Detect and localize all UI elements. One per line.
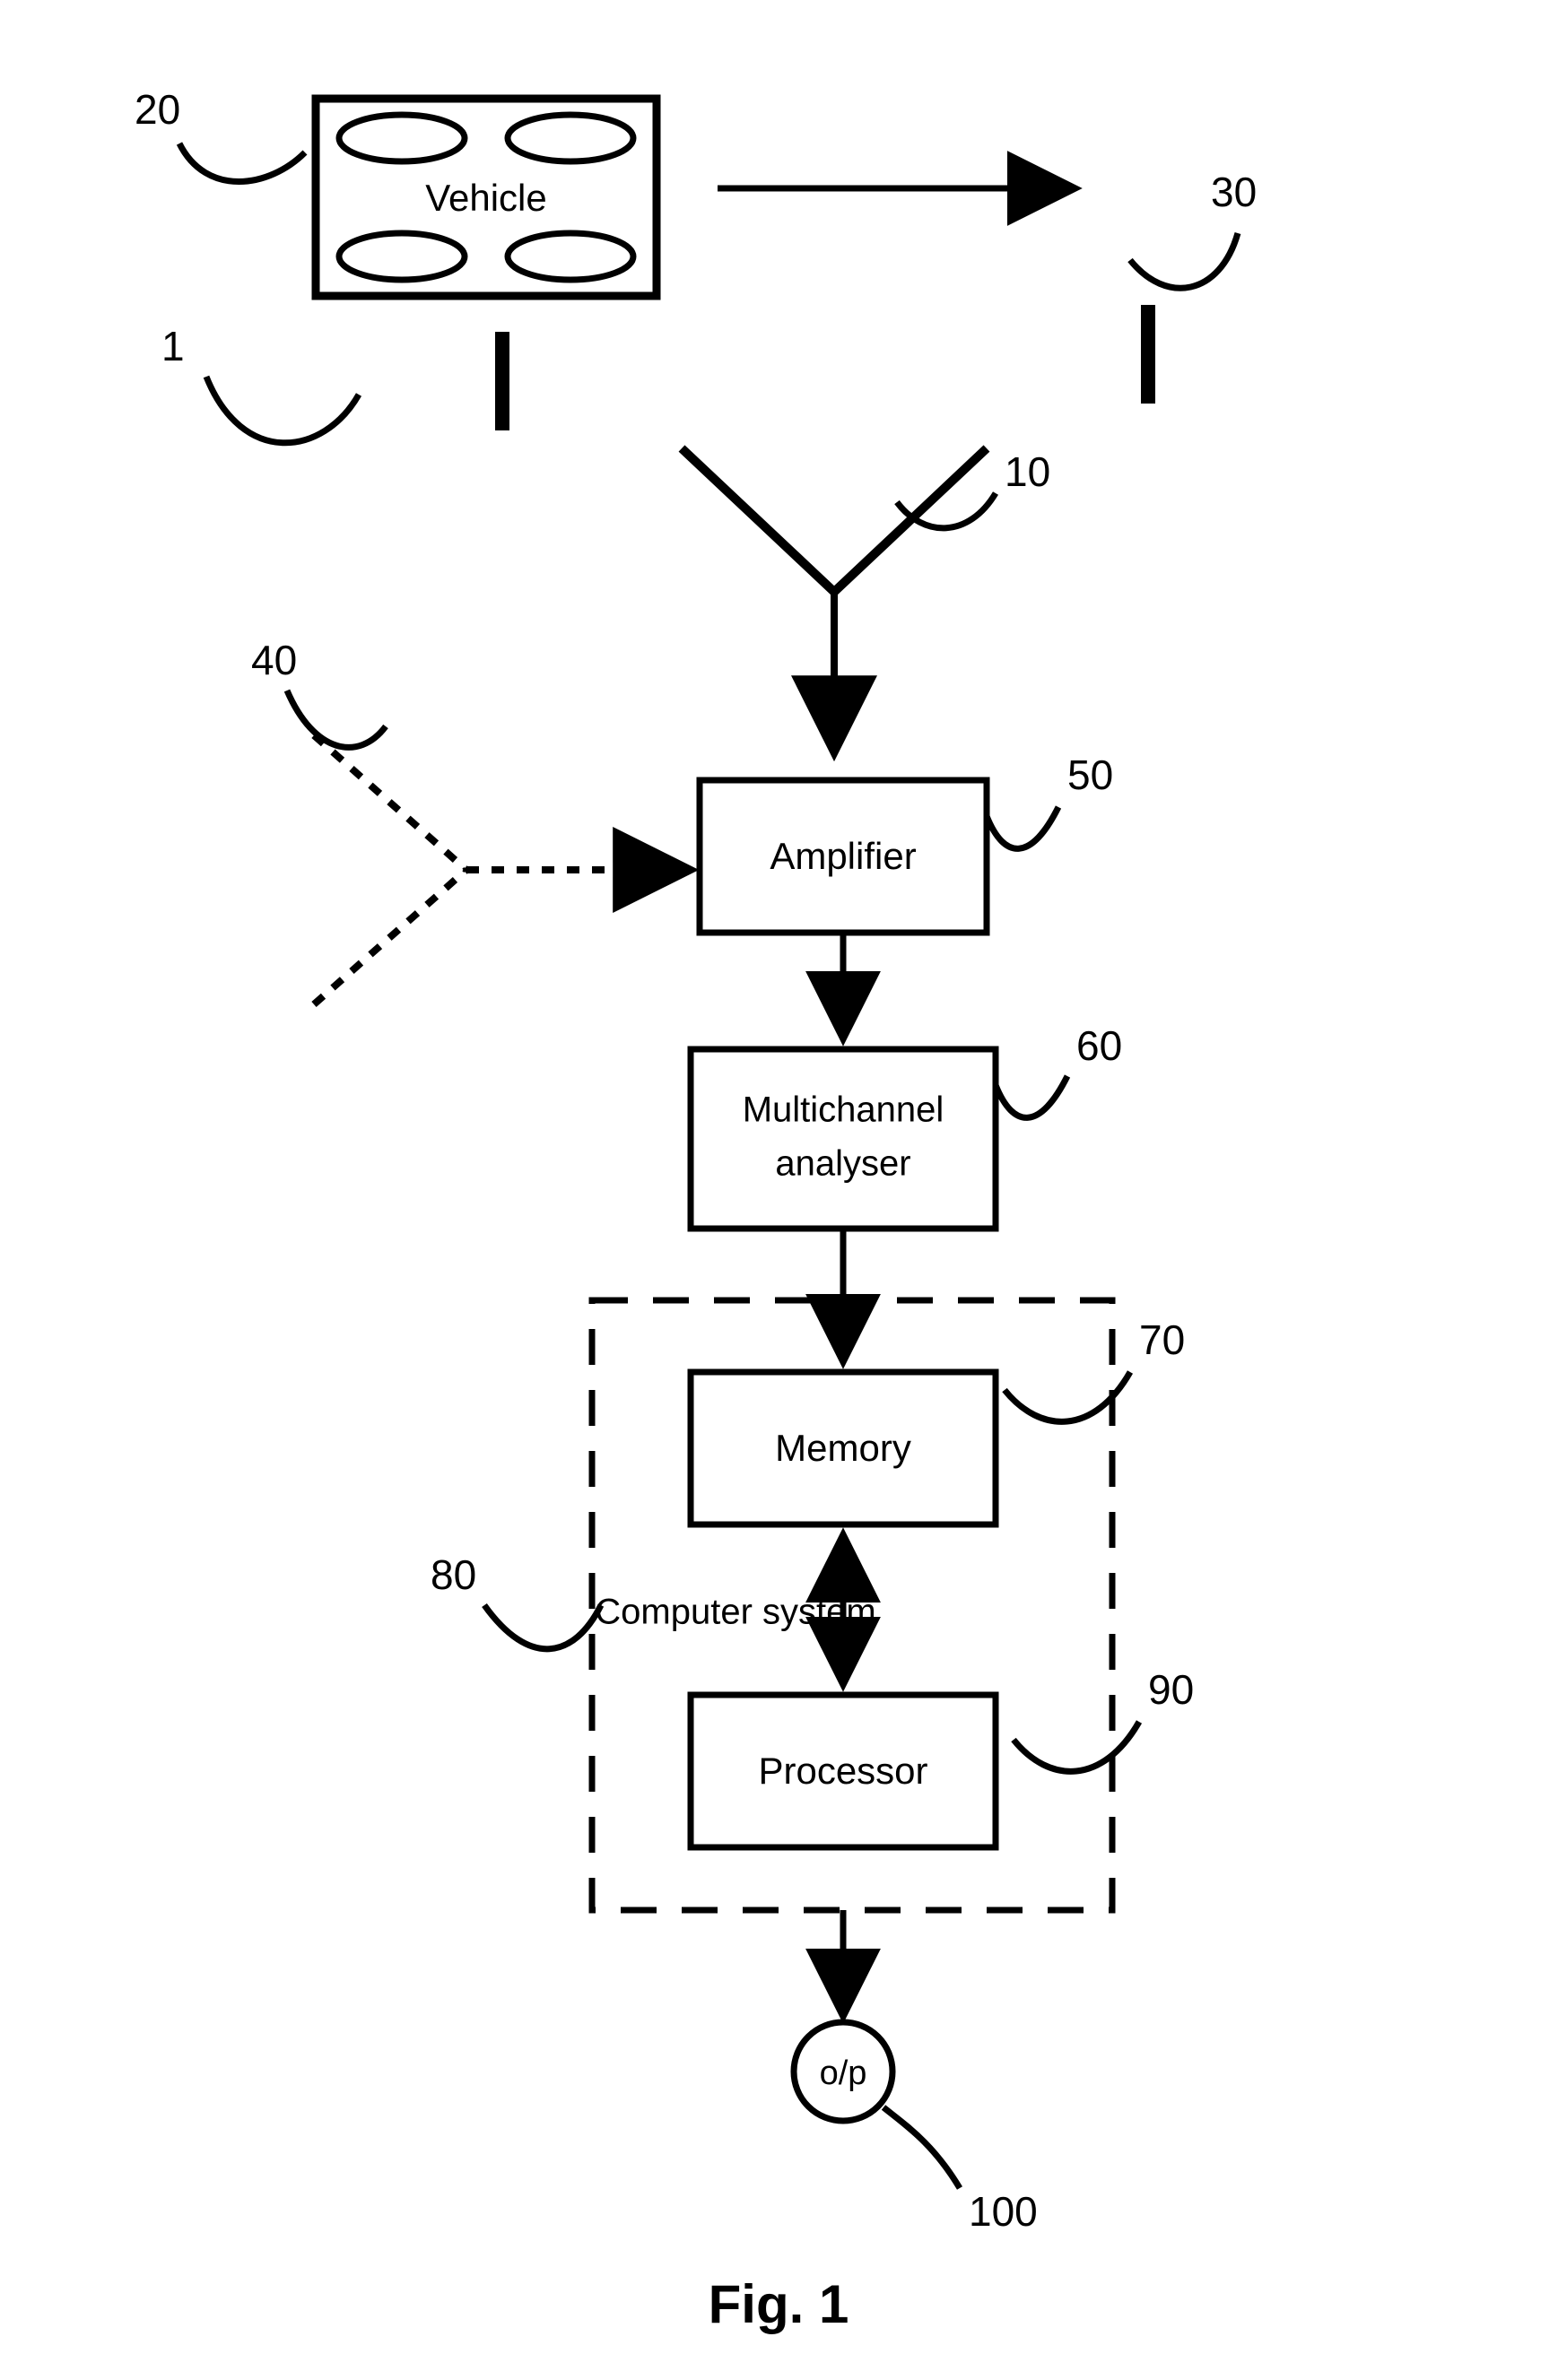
svg-text:50: 50 bbox=[1067, 751, 1113, 798]
output-node: o/p bbox=[794, 2022, 892, 2121]
output-label: o/p bbox=[820, 2054, 867, 2092]
svg-text:80: 80 bbox=[431, 1551, 476, 1598]
svg-text:40: 40 bbox=[251, 637, 297, 683]
amplifier-label: Amplifier bbox=[770, 835, 916, 877]
ref-40: 40 bbox=[251, 637, 386, 747]
ref-30: 30 bbox=[1130, 169, 1257, 288]
svg-text:10: 10 bbox=[1005, 448, 1050, 495]
antenna-1 bbox=[682, 448, 987, 744]
computer-system-label: Computer system bbox=[595, 1593, 875, 1632]
svg-text:1: 1 bbox=[161, 323, 185, 369]
figure-caption: Fig. 1 bbox=[709, 2274, 849, 2334]
svg-text:60: 60 bbox=[1076, 1022, 1122, 1069]
ref-1: 1 bbox=[161, 323, 359, 443]
ref-80: 80 bbox=[431, 1551, 601, 1649]
analyser-label-1: Multichannel bbox=[743, 1090, 944, 1130]
antenna-2 bbox=[314, 735, 682, 1004]
svg-text:30: 30 bbox=[1211, 169, 1257, 215]
processor-label: Processor bbox=[758, 1750, 927, 1792]
amplifier-node: Amplifier bbox=[700, 780, 987, 933]
memory-label: Memory bbox=[775, 1427, 911, 1469]
ref-100: 100 bbox=[883, 2107, 1038, 2235]
vehicle-label: Vehicle bbox=[425, 177, 546, 219]
memory-node: Memory bbox=[691, 1372, 996, 1524]
processor-node: Processor bbox=[691, 1695, 996, 1847]
svg-text:90: 90 bbox=[1148, 1666, 1194, 1713]
vehicle-node: Vehicle bbox=[316, 99, 657, 296]
svg-text:100: 100 bbox=[969, 2188, 1038, 2235]
ref-20: 20 bbox=[135, 86, 305, 181]
ref-60: 60 bbox=[996, 1022, 1122, 1117]
analyser-node: Multichannel analyser bbox=[691, 1049, 996, 1229]
svg-text:70: 70 bbox=[1139, 1316, 1185, 1363]
ref-90: 90 bbox=[1014, 1666, 1194, 1771]
analyser-label-2: analyser bbox=[775, 1144, 910, 1184]
svg-text:20: 20 bbox=[135, 86, 180, 133]
ref-70: 70 bbox=[1005, 1316, 1185, 1421]
ref-50: 50 bbox=[987, 751, 1113, 848]
diagram-canvas: Vehicle 20 30 1 10 40 Ampli bbox=[0, 0, 1558, 2380]
